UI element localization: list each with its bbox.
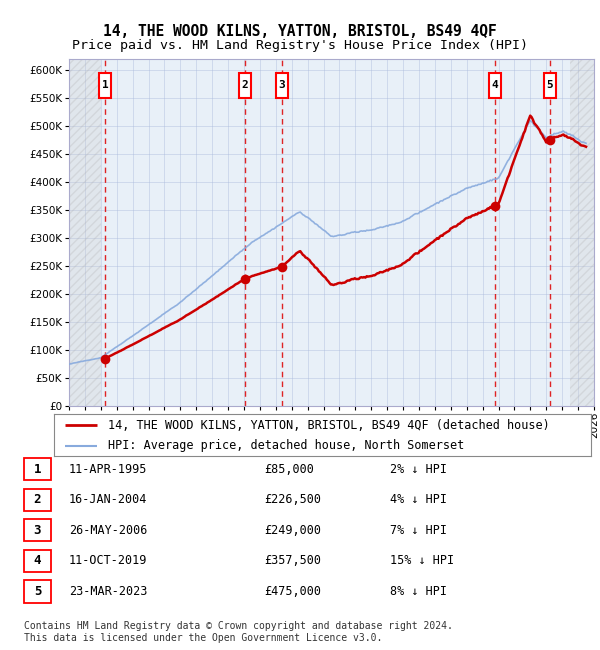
Text: 2: 2 (241, 81, 248, 90)
Text: 8% ↓ HPI: 8% ↓ HPI (390, 585, 447, 598)
Text: £357,500: £357,500 (264, 554, 321, 567)
Text: 23-MAR-2023: 23-MAR-2023 (69, 585, 148, 598)
Text: 4% ↓ HPI: 4% ↓ HPI (390, 493, 447, 506)
Text: 26-MAY-2006: 26-MAY-2006 (69, 524, 148, 537)
Text: 5: 5 (34, 585, 41, 598)
Text: 14, THE WOOD KILNS, YATTON, BRISTOL, BS49 4QF: 14, THE WOOD KILNS, YATTON, BRISTOL, BS4… (103, 23, 497, 39)
Text: 5: 5 (547, 81, 553, 90)
Text: 4: 4 (491, 81, 499, 90)
FancyBboxPatch shape (276, 73, 288, 98)
Text: 2: 2 (34, 493, 41, 506)
Text: £85,000: £85,000 (264, 463, 314, 476)
Text: 1: 1 (102, 81, 109, 90)
FancyBboxPatch shape (99, 73, 112, 98)
Text: £475,000: £475,000 (264, 585, 321, 598)
Text: 1: 1 (34, 463, 41, 476)
Text: 4: 4 (34, 554, 41, 567)
Text: 7% ↓ HPI: 7% ↓ HPI (390, 524, 447, 537)
Bar (69, 58, 101, 406)
Text: 2% ↓ HPI: 2% ↓ HPI (390, 463, 447, 476)
Text: 11-OCT-2019: 11-OCT-2019 (69, 554, 148, 567)
FancyBboxPatch shape (489, 73, 501, 98)
Text: £226,500: £226,500 (264, 493, 321, 506)
Text: HPI: Average price, detached house, North Somerset: HPI: Average price, detached house, Nort… (108, 439, 464, 452)
Text: 16-JAN-2004: 16-JAN-2004 (69, 493, 148, 506)
Text: 14, THE WOOD KILNS, YATTON, BRISTOL, BS49 4QF (detached house): 14, THE WOOD KILNS, YATTON, BRISTOL, BS4… (108, 419, 550, 432)
Text: Price paid vs. HM Land Registry's House Price Index (HPI): Price paid vs. HM Land Registry's House … (72, 39, 528, 52)
Text: 3: 3 (34, 524, 41, 537)
FancyBboxPatch shape (544, 73, 556, 98)
Bar (570, 58, 600, 406)
Text: Contains HM Land Registry data © Crown copyright and database right 2024.
This d: Contains HM Land Registry data © Crown c… (24, 621, 453, 643)
Text: 3: 3 (279, 81, 286, 90)
FancyBboxPatch shape (239, 73, 251, 98)
Text: 15% ↓ HPI: 15% ↓ HPI (390, 554, 454, 567)
Text: 11-APR-1995: 11-APR-1995 (69, 463, 148, 476)
Text: £249,000: £249,000 (264, 524, 321, 537)
